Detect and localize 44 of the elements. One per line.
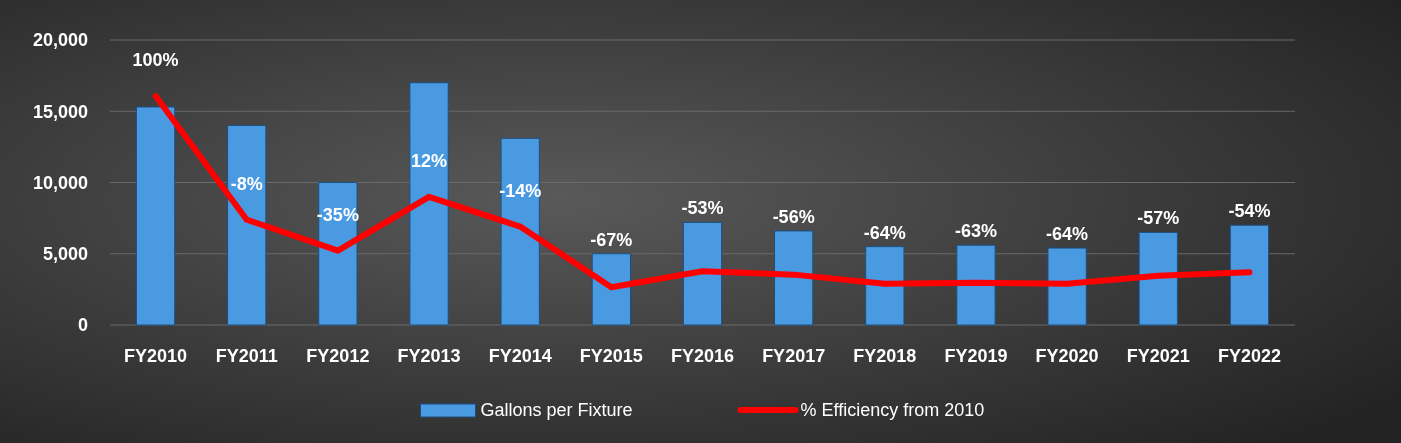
x-tick-label: FY2014 — [488, 346, 552, 366]
x-tick-label: FY2013 — [397, 346, 461, 366]
data-label: -53% — [681, 198, 724, 219]
x-tick-label: FY2019 — [944, 346, 1008, 366]
bar — [500, 137, 540, 326]
x-tick-label: FY2020 — [1035, 346, 1099, 366]
bar — [135, 106, 176, 326]
legend-label: Gallons per Fixture — [480, 400, 633, 421]
bar — [227, 125, 267, 326]
data-label: -8% — [230, 173, 263, 194]
data-label: -63% — [954, 221, 997, 242]
x-tick-label: FY2015 — [579, 346, 643, 366]
bar — [956, 244, 996, 326]
data-label: 12% — [411, 150, 448, 171]
y-tick-label: 10,000 — [32, 172, 88, 193]
data-label: -64% — [1046, 224, 1089, 245]
bar — [865, 246, 905, 326]
data-label: 100% — [132, 50, 179, 71]
y-tick-label: 5,000 — [42, 244, 88, 265]
bar — [409, 82, 449, 326]
legend-label: % Efficiency from 2010 — [800, 400, 985, 421]
bar — [591, 253, 631, 326]
data-label: -56% — [772, 206, 815, 227]
x-tick-label: FY2021 — [1126, 346, 1190, 366]
data-label: -54% — [1228, 201, 1271, 222]
y-tick-label: 20,000 — [32, 30, 88, 51]
bar — [1229, 224, 1270, 326]
x-tick-label: FY2012 — [306, 346, 370, 366]
x-tick-label: FY2022 — [1217, 346, 1281, 366]
x-tick-label: FY2016 — [670, 346, 735, 366]
x-tick-label: FY2018 — [853, 346, 917, 366]
x-tick-label: FY2011 — [215, 346, 278, 366]
x-tick-label: FY2010 — [124, 346, 188, 366]
y-tick-label: 15,000 — [32, 101, 88, 122]
bar — [682, 221, 723, 326]
bar — [774, 230, 814, 326]
x-tick-label: FY2017 — [762, 346, 826, 366]
data-label: -57% — [1137, 208, 1180, 229]
y-tick-label: 0 — [77, 315, 88, 336]
bar — [1047, 247, 1087, 326]
bar — [318, 182, 358, 326]
data-label: -67% — [590, 229, 633, 250]
bar — [1138, 231, 1178, 326]
data-label: -64% — [863, 222, 906, 243]
